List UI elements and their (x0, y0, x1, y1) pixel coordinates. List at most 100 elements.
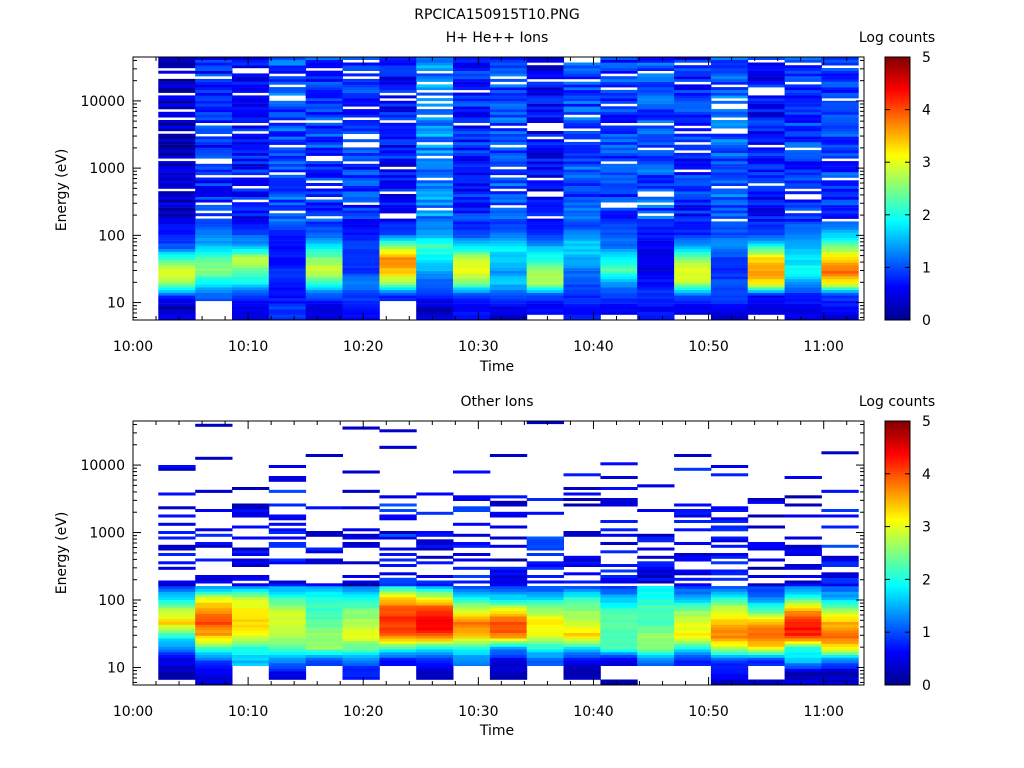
heatmap-cell (747, 619, 785, 622)
heatmap-cell (563, 580, 601, 584)
heatmap-cell (821, 646, 859, 650)
heatmap-cell (158, 120, 196, 123)
heatmap-cell (563, 643, 601, 647)
heatmap-cell (710, 59, 749, 63)
heatmap-cell (158, 265, 196, 269)
heatmap-cell (379, 141, 417, 145)
heatmap-cell (268, 671, 307, 675)
heatmap-cell (674, 232, 712, 236)
heatmap-cell (600, 120, 638, 123)
heatmap-cell (416, 544, 454, 548)
heatmap-cell (526, 254, 564, 258)
heatmap-cell (268, 599, 307, 603)
heatmap-cell (268, 503, 307, 507)
heatmap-cell (489, 106, 528, 110)
heatmap-cell (747, 207, 785, 211)
heatmap-cell (710, 599, 749, 603)
heatmap-cell (268, 273, 307, 277)
heatmap-cell (710, 267, 749, 271)
heatmap-cell (195, 259, 233, 263)
heatmap-cell (453, 100, 491, 104)
heatmap-cell (637, 81, 675, 85)
heatmap-cell (232, 511, 270, 515)
heatmap-cell (453, 65, 491, 69)
heatmap-cell (305, 311, 343, 315)
heatmap-cell (342, 98, 380, 102)
heatmap-cell (489, 632, 528, 636)
heatmap-cell (563, 109, 601, 113)
heatmap-cell (232, 213, 270, 217)
heatmap-cell (600, 575, 638, 578)
heatmap-cell (563, 237, 601, 241)
heatmap-cell (674, 251, 712, 255)
heatmap-cell (268, 478, 307, 482)
heatmap-cell (784, 128, 822, 132)
heatmap-cell (232, 265, 270, 269)
heatmap-cell (489, 226, 528, 230)
heatmap-cell (268, 676, 307, 680)
heatmap-cell (158, 289, 196, 293)
heatmap-cell (600, 210, 638, 214)
heatmap-cell (158, 237, 196, 241)
heatmap-cell (305, 213, 343, 217)
heatmap-cell (305, 303, 343, 307)
heatmap-cell (305, 591, 343, 595)
heatmap-cell (747, 544, 785, 548)
heatmap-cell (710, 553, 749, 556)
heatmap-cell (342, 303, 380, 307)
heatmap-cell (674, 276, 712, 280)
heatmap-cell (158, 172, 196, 176)
heatmap-cell (453, 627, 491, 631)
heatmap-cell (784, 536, 822, 540)
heatmap-cell (637, 199, 675, 203)
heatmap-cell (416, 57, 454, 60)
heatmap-cell (821, 131, 859, 134)
heatmap-cell (416, 309, 454, 312)
heatmap-cell (195, 136, 233, 140)
heatmap-cell (563, 133, 601, 137)
heatmap-cell (305, 284, 343, 288)
heatmap-cell (747, 602, 785, 606)
heatmap-cell (784, 276, 822, 280)
heatmap-cell (821, 169, 859, 173)
heatmap-cell (526, 204, 564, 208)
heatmap-cell (821, 558, 859, 562)
heatmap-cell (195, 226, 233, 230)
heatmap-cell (784, 169, 822, 173)
heatmap-cell (563, 621, 601, 625)
heatmap-cell (232, 210, 270, 214)
heatmap-cell (526, 166, 564, 170)
heatmap-cell (379, 616, 417, 620)
heatmap-cell (232, 292, 270, 296)
heatmap-cell (195, 59, 233, 63)
heatmap-cell (526, 295, 564, 299)
heatmap-cell (453, 257, 491, 260)
heatmap-cell (526, 207, 564, 211)
heatmap-cell (747, 246, 785, 249)
heatmap-cell (158, 204, 196, 208)
colorbar-tick-label: 1 (922, 260, 931, 276)
heatmap-cell (195, 221, 233, 225)
heatmap-cell (637, 289, 675, 293)
heatmap-cell (158, 84, 196, 88)
heatmap-cell (158, 100, 196, 104)
heatmap-cell (674, 616, 712, 620)
heatmap-cell (305, 59, 343, 63)
heatmap-cell (416, 586, 454, 589)
heatmap-cell (342, 240, 380, 244)
heatmap-cell (453, 613, 491, 617)
heatmap-cell (526, 309, 564, 312)
heatmap-cell (710, 276, 749, 280)
heatmap-cell (526, 84, 564, 88)
heatmap-cell (526, 259, 564, 263)
heatmap-cell (379, 605, 417, 609)
heatmap-cell (268, 109, 307, 113)
heatmap-cell (268, 281, 307, 285)
heatmap-cell (784, 635, 822, 639)
heatmap-cell (305, 635, 343, 639)
heatmap-cell (232, 536, 270, 540)
heatmap-cell (232, 59, 270, 63)
heatmap-cell (674, 654, 712, 658)
heatmap-cell (268, 103, 307, 107)
heatmap-cell (674, 95, 712, 99)
